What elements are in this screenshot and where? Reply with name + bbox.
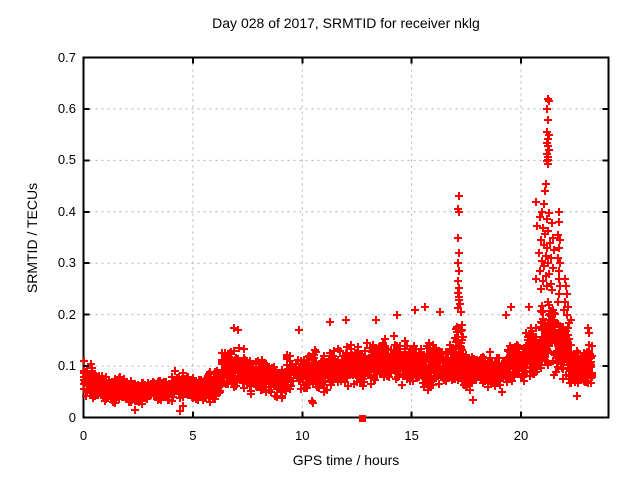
y-tick-label: 0.4 [57,203,76,219]
y-tick-label: 0 [68,409,76,425]
plot-border [82,56,610,419]
data-points [80,95,596,415]
y-tick-label: 0.2 [57,306,76,322]
x-tick-label: 10 [295,428,310,443]
special-point-square [359,415,366,422]
x-tick-label: 0 [79,428,88,443]
tick-marks [82,56,609,419]
y-tick-label: 0.3 [57,255,76,271]
x-tick-label: 5 [189,428,197,443]
y-tick-label: 0.6 [57,100,76,116]
y-axis-label: SRMTID / TECUs [24,182,40,294]
y-tick-label: 0.5 [57,152,76,168]
x-axis-label: GPS time / hours [292,452,400,468]
chart-title: Day 028 of 2017, SRMTID for receiver nkl… [212,15,480,31]
x-tick-label: 20 [513,428,529,443]
y-tick-label: 0.1 [57,358,76,374]
x-tick-label: 15 [404,428,419,443]
y-tick-label: 0.7 [57,49,76,65]
